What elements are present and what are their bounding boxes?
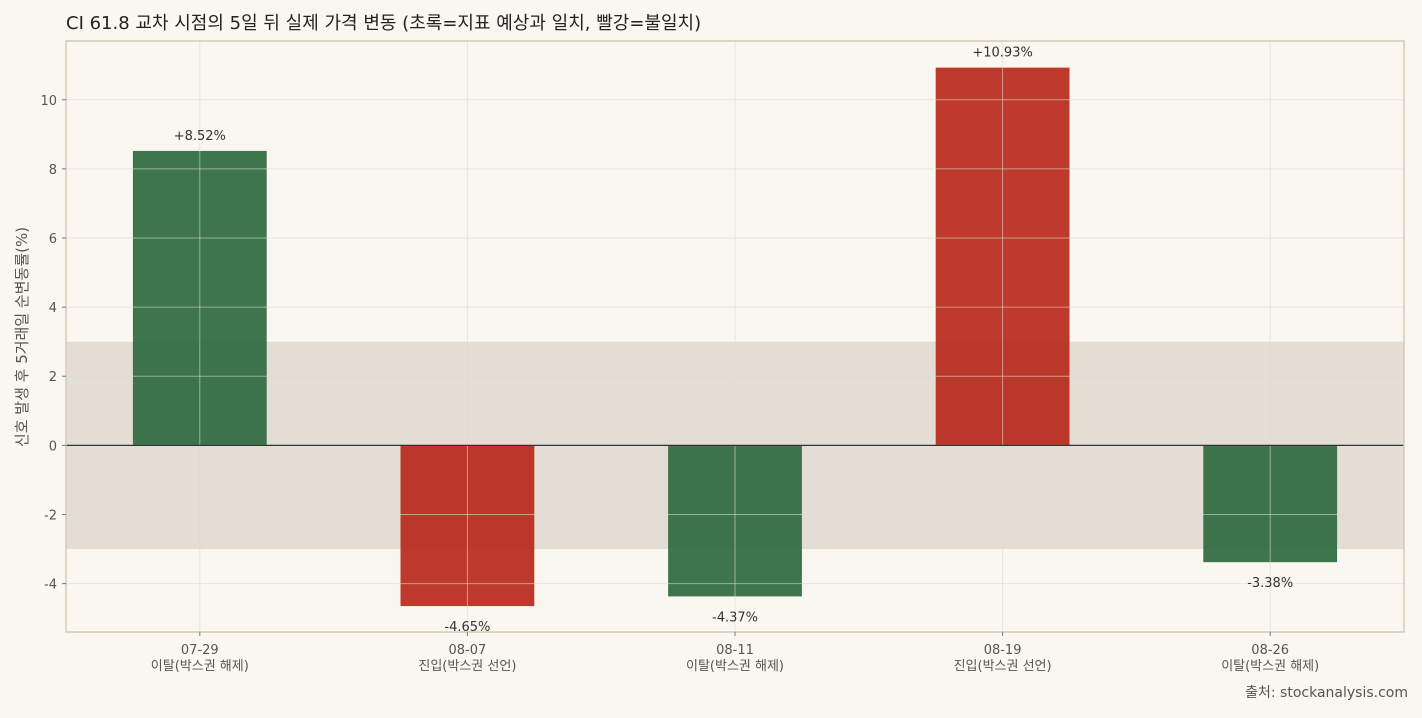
x-tick-label-date: 08-07 [449, 643, 487, 658]
value-label: -4.65% [444, 620, 490, 635]
y-tick-label: 6 [49, 232, 57, 247]
value-label: +10.93% [972, 46, 1032, 61]
x-tick-label-signal: 이탈(박스권 해제) [686, 659, 784, 674]
y-tick-label: 0 [49, 439, 57, 454]
y-tick-label: 4 [49, 301, 57, 316]
value-label: -4.37% [712, 610, 758, 625]
source-note: 출처: stockanalysis.com [1245, 685, 1408, 701]
chart-title: CI 61.8 교차 시점의 5일 뒤 실제 가격 변동 (초록=지표 예상과 … [66, 13, 701, 34]
x-tick-label-signal: 이탈(박스권 해제) [151, 659, 249, 674]
y-axis-label: 신호 발생 후 5거래일 순변동률(%) [13, 227, 31, 447]
x-tick-label-signal: 진입(박스권 선언) [418, 659, 516, 674]
x-tick-label-date: 07-29 [181, 643, 219, 658]
value-label: +8.52% [174, 129, 226, 144]
y-tick-label: -4 [44, 578, 57, 593]
y-tick-label: 2 [49, 370, 57, 385]
y-tick-label: 8 [49, 163, 57, 178]
x-tick-label-signal: 진입(박스권 선언) [954, 659, 1052, 674]
x-tick-label-date: 08-19 [984, 643, 1022, 658]
value-label: -3.38% [1247, 576, 1293, 591]
x-tick-label-date: 08-26 [1251, 643, 1289, 658]
y-tick-label: 10 [40, 94, 57, 109]
x-tick-label-signal: 이탈(박스권 해제) [1221, 659, 1319, 674]
y-tick-label: -2 [44, 508, 57, 523]
x-tick-label-date: 08-11 [716, 643, 754, 658]
